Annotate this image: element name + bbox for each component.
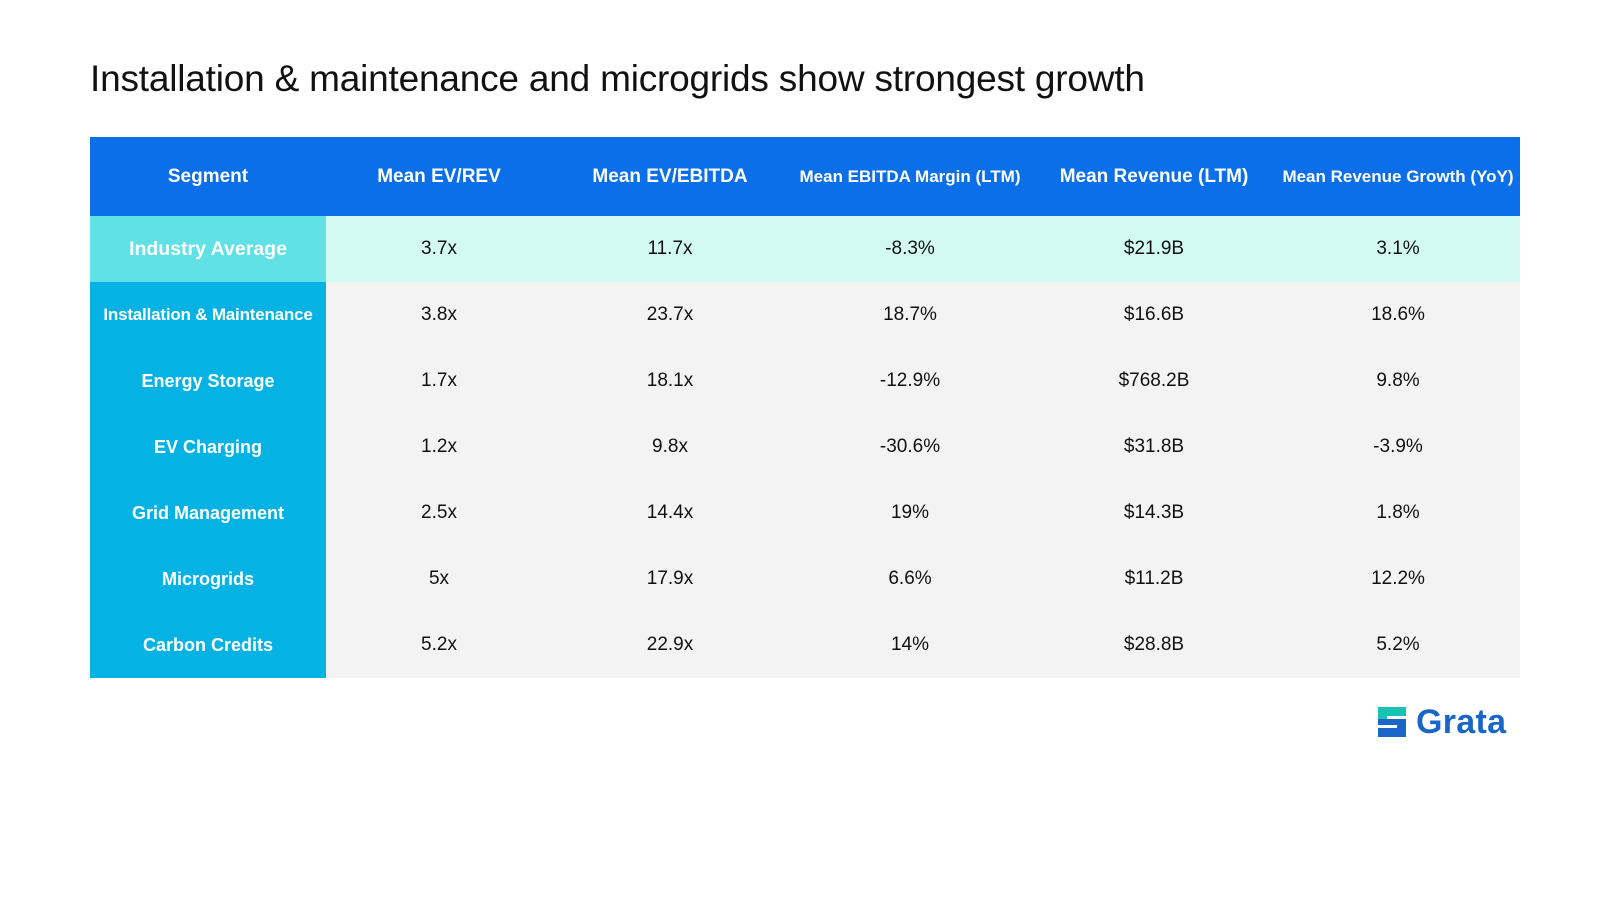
revenue-cell: $31.8B [1032,414,1276,480]
ev-rev-cell: 5.2x [326,612,552,678]
table-row: Microgrids 5x 17.9x 6.6% $11.2B 12.2% [90,546,1520,612]
segment-cell: Carbon Credits [90,612,326,678]
revenue-cell: $768.2B [1032,348,1276,414]
revenue-growth-cell: 18.6% [1276,282,1520,348]
revenue-cell: $28.8B [1032,612,1276,678]
ev-rev-cell: 1.7x [326,348,552,414]
revenue-cell: $21.9B [1032,216,1276,282]
table-row: Grid Management 2.5x 14.4x 19% $14.3B 1.… [90,480,1520,546]
revenue-growth-cell: 1.8% [1276,480,1520,546]
ebitda-margin-cell: -30.6% [788,414,1032,480]
header-segment: Segment [90,137,326,216]
table-header-row: Segment Mean EV/REV Mean EV/EBITDA Mean … [90,137,1520,216]
table-row: Carbon Credits 5.2x 22.9x 14% $28.8B 5.2… [90,612,1520,678]
segment-cell: Energy Storage [90,348,326,414]
ev-ebitda-cell: 9.8x [552,414,788,480]
segment-cell: Grid Management [90,480,326,546]
ev-ebitda-cell: 11.7x [552,216,788,282]
ev-ebitda-cell: 18.1x [552,348,788,414]
header-mean-ebitda-margin: Mean EBITDA Margin (LTM) [788,137,1032,216]
ebitda-margin-cell: -8.3% [788,216,1032,282]
grata-logo-text: Grata [1416,702,1507,741]
ev-rev-cell: 2.5x [326,480,552,546]
header-mean-ev-ebitda: Mean EV/EBITDA [552,137,788,216]
ebitda-margin-cell: 18.7% [788,282,1032,348]
ebitda-margin-cell: 19% [788,480,1032,546]
grata-logo-icon [1378,707,1406,737]
ev-ebitda-cell: 14.4x [552,480,788,546]
header-mean-revenue: Mean Revenue (LTM) [1032,137,1276,216]
segment-cell: Industry Average [90,216,326,282]
table-row: Installation & Maintenance 3.8x 23.7x 18… [90,282,1520,348]
revenue-cell: $16.6B [1032,282,1276,348]
table-row: Energy Storage 1.7x 18.1x -12.9% $768.2B… [90,348,1520,414]
segment-cell: EV Charging [90,414,326,480]
ev-rev-cell: 3.8x [326,282,552,348]
ebitda-margin-cell: 6.6% [788,546,1032,612]
grata-logo: Grata [1378,703,1506,741]
revenue-cell: $11.2B [1032,546,1276,612]
ev-ebitda-cell: 22.9x [552,612,788,678]
ev-ebitda-cell: 23.7x [552,282,788,348]
ebitda-margin-cell: -12.9% [788,348,1032,414]
revenue-growth-cell: 5.2% [1276,612,1520,678]
page-title: Installation & maintenance and microgrid… [90,58,1145,99]
revenue-growth-cell: -3.9% [1276,414,1520,480]
header-mean-revenue-growth: Mean Revenue Growth (YoY) [1276,137,1520,216]
table-row-industry-average: Industry Average 3.7x 11.7x -8.3% $21.9B… [90,216,1520,282]
segment-cell: Microgrids [90,546,326,612]
segment-cell: Installation & Maintenance [90,282,326,348]
header-mean-ev-rev: Mean EV/REV [326,137,552,216]
ev-rev-cell: 5x [326,546,552,612]
ebitda-margin-cell: 14% [788,612,1032,678]
ev-ebitda-cell: 17.9x [552,546,788,612]
revenue-growth-cell: 9.8% [1276,348,1520,414]
valuation-table: Segment Mean EV/REV Mean EV/EBITDA Mean … [90,137,1520,678]
revenue-growth-cell: 3.1% [1276,216,1520,282]
table-row: EV Charging 1.2x 9.8x -30.6% $31.8B -3.9… [90,414,1520,480]
ev-rev-cell: 3.7x [326,216,552,282]
revenue-growth-cell: 12.2% [1276,546,1520,612]
revenue-cell: $14.3B [1032,480,1276,546]
ev-rev-cell: 1.2x [326,414,552,480]
